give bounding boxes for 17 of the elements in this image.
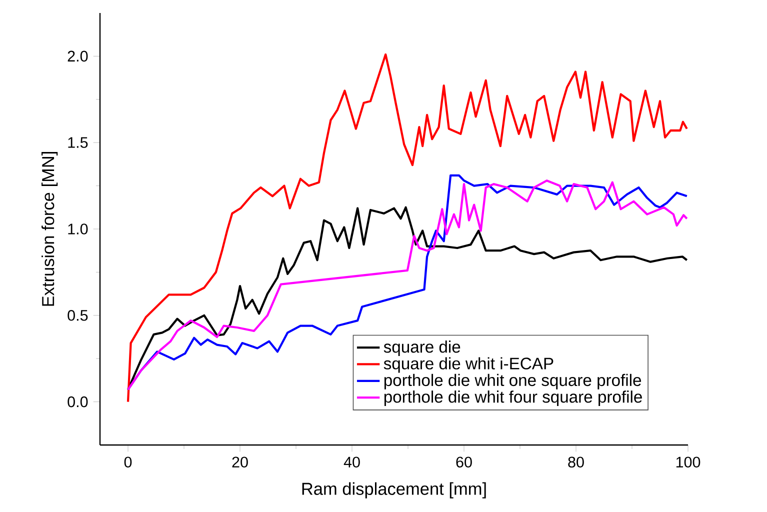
x-tick-label: 40 bbox=[344, 456, 360, 468]
x-tick-label: 0 bbox=[124, 456, 132, 468]
x-tick-label: 20 bbox=[232, 456, 248, 468]
legend-label: porthole die whit one square profile bbox=[384, 374, 642, 390]
y-tick-label: 1.5 bbox=[68, 137, 88, 148]
legend-label: porthole die whit four square profile bbox=[384, 390, 642, 406]
y-tick-label: 0.0 bbox=[68, 396, 88, 408]
y-axis-title: Extrusion force [MN] bbox=[42, 152, 58, 306]
x-tick-label: 80 bbox=[568, 456, 584, 468]
x-tick-label: 60 bbox=[456, 456, 472, 468]
x-axis-title: Ram displacement [mm] bbox=[302, 482, 486, 498]
x-tick-label: 100 bbox=[676, 456, 700, 468]
legend-label: square die whit i-ECAP bbox=[384, 357, 554, 373]
y-tick-label: 2.0 bbox=[68, 50, 88, 62]
y-tick-label: 0.5 bbox=[68, 310, 88, 321]
legend-label: square die bbox=[384, 340, 460, 356]
y-tick-label: 1.0 bbox=[68, 224, 88, 234]
